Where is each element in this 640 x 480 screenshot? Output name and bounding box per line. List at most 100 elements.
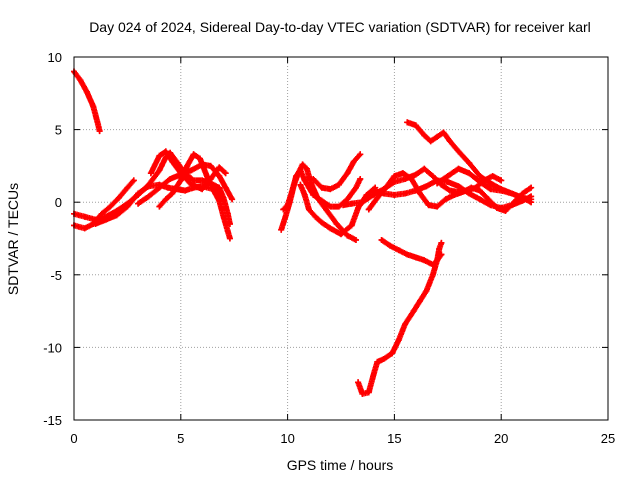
data-point	[476, 196, 483, 203]
data-point	[365, 206, 372, 213]
data-point	[335, 181, 342, 188]
series-track-a	[71, 68, 103, 135]
data-point	[498, 205, 505, 212]
data-point	[498, 187, 505, 194]
data-point	[378, 236, 385, 243]
data-point	[421, 257, 428, 264]
data-point	[229, 196, 236, 203]
data-point	[476, 178, 483, 185]
data-point	[498, 177, 505, 184]
data-point	[404, 251, 411, 258]
data-point	[224, 210, 231, 217]
series-track-p	[434, 165, 535, 206]
data-point	[318, 197, 325, 204]
data-point	[190, 151, 197, 158]
data-point	[446, 138, 453, 145]
data-point	[434, 203, 441, 210]
y-tick-label: 0	[55, 195, 62, 210]
data-point	[297, 167, 304, 174]
y-tick-label: -15	[43, 413, 62, 428]
data-point	[280, 206, 287, 213]
data-point	[318, 184, 325, 191]
data-point	[103, 216, 110, 223]
data-point	[468, 184, 475, 191]
data-point	[348, 222, 355, 229]
data-point	[167, 175, 174, 182]
data-point	[282, 213, 289, 220]
data-point	[489, 173, 496, 180]
data-point	[412, 171, 419, 178]
data-point	[188, 167, 195, 174]
chart-title: Day 024 of 2024, Sidereal Day-to-day VTE…	[89, 19, 591, 35]
data-point	[312, 213, 319, 220]
data-point	[177, 177, 184, 184]
data-point	[333, 220, 340, 227]
data-point	[94, 119, 101, 126]
data-point	[90, 103, 97, 110]
data-point	[476, 173, 483, 180]
data-point	[408, 175, 415, 182]
data-point	[410, 308, 417, 315]
data-point	[199, 186, 206, 193]
data-point	[177, 170, 184, 177]
data-point	[427, 138, 434, 145]
data-point	[429, 271, 436, 278]
x-axis-label: GPS time / hours	[287, 457, 394, 473]
data-point	[399, 170, 406, 177]
data-point	[359, 390, 366, 397]
data-point	[216, 164, 223, 171]
data-point	[197, 155, 204, 162]
data-point	[402, 321, 409, 328]
data-point	[190, 177, 197, 184]
data-point	[466, 170, 473, 177]
x-tick-label: 0	[70, 431, 77, 446]
y-tick-label: -5	[50, 268, 62, 283]
data-point	[156, 167, 163, 174]
data-point	[391, 173, 398, 180]
data-point	[528, 184, 535, 191]
data-point	[519, 194, 526, 201]
data-point	[162, 196, 169, 203]
data-point	[444, 173, 451, 180]
plot-frame	[73, 56, 609, 421]
data-point	[417, 297, 424, 304]
data-point	[412, 122, 419, 129]
data-point	[293, 173, 300, 180]
data-point	[357, 151, 364, 158]
data-point	[444, 178, 451, 185]
data-point	[156, 184, 163, 191]
data-point	[423, 287, 430, 294]
data-point	[301, 177, 308, 184]
data-point	[389, 350, 396, 357]
data-point	[352, 184, 359, 191]
data-point	[284, 202, 291, 209]
data-point	[338, 231, 344, 238]
data-point	[222, 184, 229, 191]
data-point	[395, 337, 402, 344]
data-point	[297, 181, 304, 188]
data-point	[164, 184, 171, 191]
data-point	[77, 77, 84, 84]
data-point	[327, 203, 334, 210]
data-point	[442, 196, 449, 203]
data-point	[425, 202, 432, 209]
axis-ticks	[73, 56, 609, 421]
data-point	[207, 162, 214, 169]
data-point	[156, 203, 163, 210]
data-point	[344, 170, 351, 177]
data-point	[214, 190, 221, 197]
x-tick-label: 10	[280, 431, 294, 446]
data-point	[434, 180, 441, 187]
data-point	[220, 197, 227, 204]
data-point	[355, 379, 362, 386]
data-point	[115, 194, 122, 201]
data-point	[135, 200, 142, 207]
data-point	[92, 220, 99, 227]
data-point	[348, 200, 355, 207]
data-point	[434, 257, 441, 264]
data-point	[188, 181, 195, 188]
data-point	[455, 183, 462, 190]
data-point	[412, 187, 419, 194]
data-point	[216, 184, 223, 191]
y-axis-label: SDTVAR / TECUs	[5, 183, 21, 295]
